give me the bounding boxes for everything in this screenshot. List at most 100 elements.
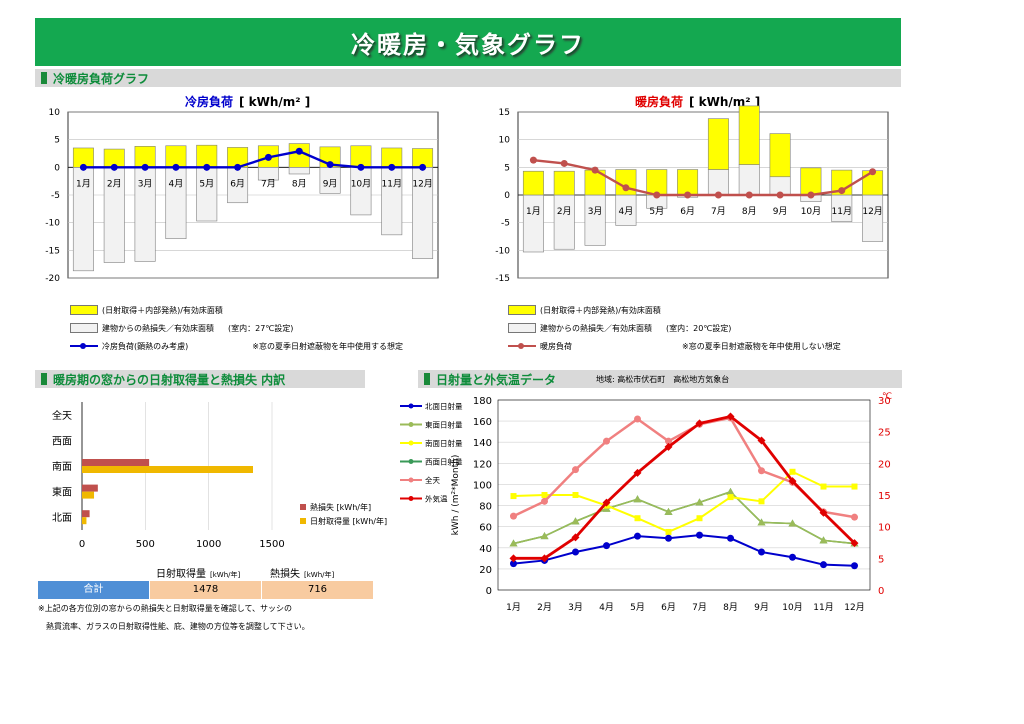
x-tick-label: 1000 <box>196 539 221 550</box>
gain-bar <box>522 170 544 196</box>
x-tick-label: 7月 <box>261 178 276 189</box>
x-tick-label: 8月 <box>723 602 738 613</box>
load-point <box>745 191 753 199</box>
series-point <box>665 528 672 535</box>
x-tick-label: 3月 <box>138 178 153 189</box>
series-point <box>851 562 858 570</box>
series-point <box>788 519 797 527</box>
gain-bar <box>738 105 760 165</box>
series-point <box>695 419 704 428</box>
load-point <box>357 163 365 171</box>
legend-loss: 建物からの熱損失／有効床面積 (室内：27℃設定) <box>70 319 450 337</box>
legend-label: 外気温 <box>425 494 448 504</box>
series-point <box>820 483 827 490</box>
legend-line-label: 暖房負荷 <box>540 341 572 351</box>
series-point <box>634 532 641 540</box>
legend-gain: (日射取得＋内部発熱)/有効床面積 <box>508 301 898 319</box>
x-tick-label: 7月 <box>711 206 726 217</box>
x-tick-label: 1月 <box>76 178 91 189</box>
totals-label: 合計 <box>38 581 149 599</box>
load-line <box>83 150 423 169</box>
series-point <box>572 492 579 498</box>
legend-label: 全天 <box>425 475 440 485</box>
y-tick-label: 15 <box>499 108 510 118</box>
load-point <box>203 163 211 171</box>
x-tick-label: 5月 <box>649 206 664 217</box>
x-tick-label: 0 <box>79 539 85 550</box>
x-tick-label: 2月 <box>537 602 552 613</box>
series-point <box>572 466 579 474</box>
solar-gain-bar <box>82 491 95 499</box>
y-tick-label: 80 <box>479 502 492 513</box>
series-point <box>634 515 641 522</box>
x-tick-label: 4月 <box>169 178 184 189</box>
load-point <box>388 163 396 171</box>
section-header-load: 冷暖房負荷グラフ <box>35 69 901 87</box>
series-point <box>541 497 548 505</box>
series-point <box>634 415 641 423</box>
series-point <box>633 495 642 503</box>
page-title: 冷暖房・気象グラフ <box>351 30 585 59</box>
legend-line: 冷房負荷(顕熱のみ考慮) ※窓の夏季日射遮蔽物を年中使用する想定 <box>70 337 450 355</box>
series-point <box>571 533 580 542</box>
page-title-banner: 冷暖房・気象グラフ <box>35 18 901 66</box>
load-point <box>234 163 242 171</box>
series-point <box>758 498 765 505</box>
footnote-line2: 熱貫流率、ガラスの日射取得性能、庇、建物の方位等を調整して下さい。 <box>46 622 310 631</box>
x-tick-label: 2月 <box>107 178 122 189</box>
load-point <box>653 191 661 199</box>
legend-label: 東面日射量 <box>425 420 463 430</box>
x-tick-label: 1月 <box>506 602 521 613</box>
section-header-window: 暖房期の窓からの日射取得量と熱損失 内訳 <box>35 370 365 388</box>
legend-marker-swatch <box>408 440 414 446</box>
totals-table: 日射取得量 [kWh/年] 熱損失 [kWh/年] 合計 1478 716 <box>38 563 373 599</box>
x-tick-label: 4月 <box>599 602 614 613</box>
series-point <box>850 539 859 548</box>
x-tick-label: 9月 <box>773 206 788 217</box>
legend-marker-swatch <box>408 422 414 427</box>
y-tick-label: 20 <box>479 565 492 576</box>
x-tick-label: 6月 <box>680 206 695 217</box>
cooling-load-chart: 冷房負荷 [ kWh/m² ] 10 5 0 -5 -10 -15 -20 1月 2月 3月 4月 5月 6… <box>45 94 439 284</box>
x-tick-label: 9月 <box>323 178 338 189</box>
series-point <box>726 487 735 495</box>
series-point <box>572 548 579 556</box>
series-line <box>513 470 855 534</box>
x-tick-label: 1月 <box>526 206 541 217</box>
legend-loss-condition: (室内：20℃設定) <box>666 323 732 333</box>
y-tick-label: 0 <box>54 163 60 173</box>
plot-area <box>497 399 871 591</box>
legend-loss-label: 建物からの熱損失／有効床面積 <box>540 323 652 333</box>
series-point <box>789 468 796 475</box>
x-tick-label: 11月 <box>813 602 833 613</box>
series-line <box>513 414 856 560</box>
section-marker <box>424 373 430 385</box>
load-point <box>560 159 568 167</box>
loss-bar <box>553 194 575 250</box>
series-point <box>633 468 642 477</box>
series-point <box>727 534 734 542</box>
y-tick-label: 140 <box>473 438 492 449</box>
legend-swatch-yellow <box>508 305 536 315</box>
chart-title: 暖房負荷 <box>635 94 683 109</box>
legend-solar-label: 日射取得量 [kWh/年] <box>310 516 387 526</box>
totals-loss-header: 熱損失 [kWh/年] <box>270 569 335 580</box>
legend-swatch-blue-line <box>70 341 98 351</box>
series-point <box>695 498 704 506</box>
x-tick-label: 3月 <box>568 602 583 613</box>
x-tick-label: 6月 <box>661 602 676 613</box>
load-point <box>529 156 537 164</box>
series-point <box>510 560 517 568</box>
series-point <box>789 553 796 561</box>
legend-loss-condition: (室内：27℃設定) <box>228 323 294 333</box>
series-point <box>727 494 734 501</box>
y-tick-label: 5 <box>504 163 510 173</box>
totals-header-row: 日射取得量 [kWh/年] 熱損失 [kWh/年] <box>38 563 368 581</box>
legend-gain: (日射取得＋内部発熱)/有効床面積 <box>70 301 450 319</box>
cooling-legend: (日射取得＋内部発熱)/有効床面積 建物からの熱損失／有効床面積 (室内：27℃設… <box>70 301 450 355</box>
series-point <box>696 515 703 522</box>
x-tick-label: 12月 <box>412 178 432 189</box>
series-line <box>513 534 855 567</box>
y-tick-label: -15 <box>495 274 510 284</box>
series-point <box>603 437 610 445</box>
